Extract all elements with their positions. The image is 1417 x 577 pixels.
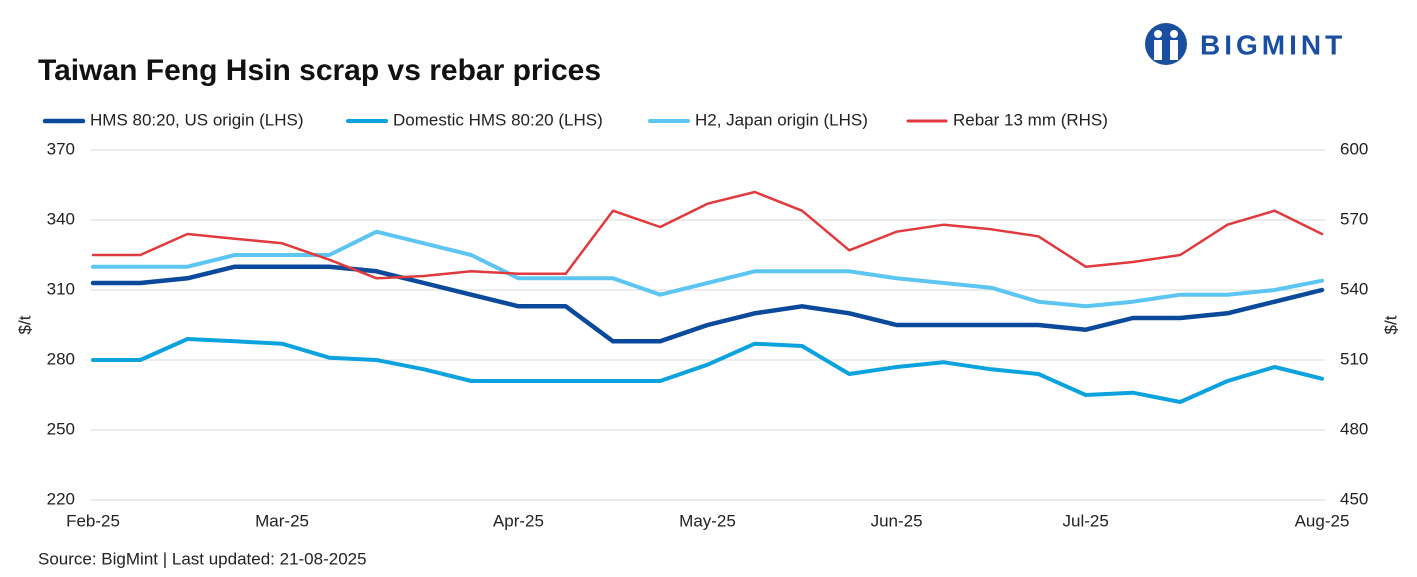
y-axis-label: $/t bbox=[15, 315, 34, 334]
source-note: Source: BigMint | Last updated: 21-08-20… bbox=[38, 549, 367, 568]
chart-title: Taiwan Feng Hsin scrap vs rebar prices bbox=[38, 54, 601, 87]
y2-tick-label: 480 bbox=[1340, 419, 1368, 438]
y-tick-label: 250 bbox=[47, 419, 75, 438]
series-line bbox=[91, 229, 1324, 309]
series-line bbox=[90, 264, 1325, 344]
x-tick-label: Jul-25 bbox=[1062, 511, 1108, 530]
logo: BIGMINT bbox=[1145, 23, 1346, 65]
logo-text: BIGMINT bbox=[1200, 29, 1346, 60]
x-tick-label: Jun-25 bbox=[871, 511, 923, 530]
y2-tick-label: 570 bbox=[1340, 209, 1368, 228]
x-tick-label: Apr-25 bbox=[493, 511, 544, 530]
y2-tick-label: 540 bbox=[1340, 279, 1368, 298]
x-tick-label: Feb-25 bbox=[66, 511, 120, 530]
series-line bbox=[91, 337, 1324, 404]
legend-label: HMS 80:20, US origin (LHS) bbox=[90, 110, 304, 129]
legend-label: Rebar 13 mm (RHS) bbox=[953, 110, 1108, 129]
x-tick-label: May-25 bbox=[679, 511, 736, 530]
y2-tick-label: 600 bbox=[1340, 139, 1368, 158]
x-tick-label: Mar-25 bbox=[255, 511, 309, 530]
y-tick-label: 370 bbox=[47, 139, 75, 158]
y-tick-label: 310 bbox=[47, 279, 75, 298]
x-tick-label: Aug-25 bbox=[1295, 511, 1350, 530]
legend-label: H2, Japan origin (LHS) bbox=[695, 110, 868, 129]
y-tick-label: 340 bbox=[47, 209, 75, 228]
series-line bbox=[91, 190, 1324, 280]
legend-label: Domestic HMS 80:20 (LHS) bbox=[393, 110, 603, 129]
y2-tick-label: 450 bbox=[1340, 489, 1368, 508]
y2-axis-label: $/t bbox=[1381, 315, 1400, 334]
y-tick-label: 280 bbox=[47, 349, 75, 368]
y-tick-label: 220 bbox=[47, 489, 75, 508]
y2-tick-label: 510 bbox=[1340, 349, 1368, 368]
